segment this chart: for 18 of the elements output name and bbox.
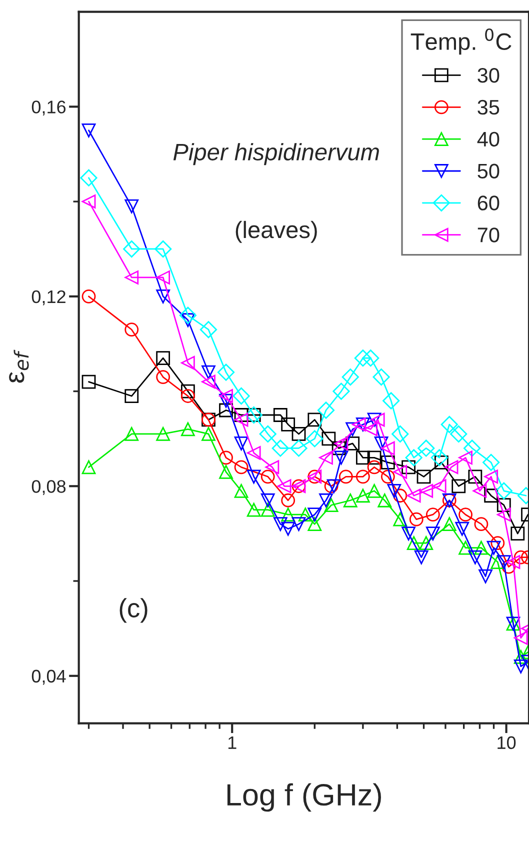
x-axis-title: Log f (GHz) — [227, 783, 381, 812]
y-tick-label: 0,12 — [32, 290, 66, 306]
x-tick-label: 1 — [228, 736, 236, 749]
legend-label: 70 — [478, 228, 500, 242]
y-tick-label: 0,16 — [32, 100, 66, 116]
legend-label: 40 — [477, 132, 500, 147]
legend-label: 35 — [478, 100, 500, 115]
y-tick-label: 0,08 — [32, 480, 66, 495]
legend-label: 50 — [478, 164, 500, 178]
legend-label: 60 — [478, 196, 500, 210]
annotation: Piper hispidinervum — [173, 143, 379, 166]
x-tick-label: 10 — [498, 736, 516, 750]
y-axis-title: ε$_{ef}$ — [9, 350, 29, 383]
y-tick-label: 0,04 — [32, 670, 66, 685]
annotation: (c) — [120, 598, 148, 623]
legend-title: Temp. $^{0}$C — [410, 28, 512, 55]
legend-label: 30 — [478, 68, 500, 83]
annotation: (leaves) — [236, 220, 317, 243]
